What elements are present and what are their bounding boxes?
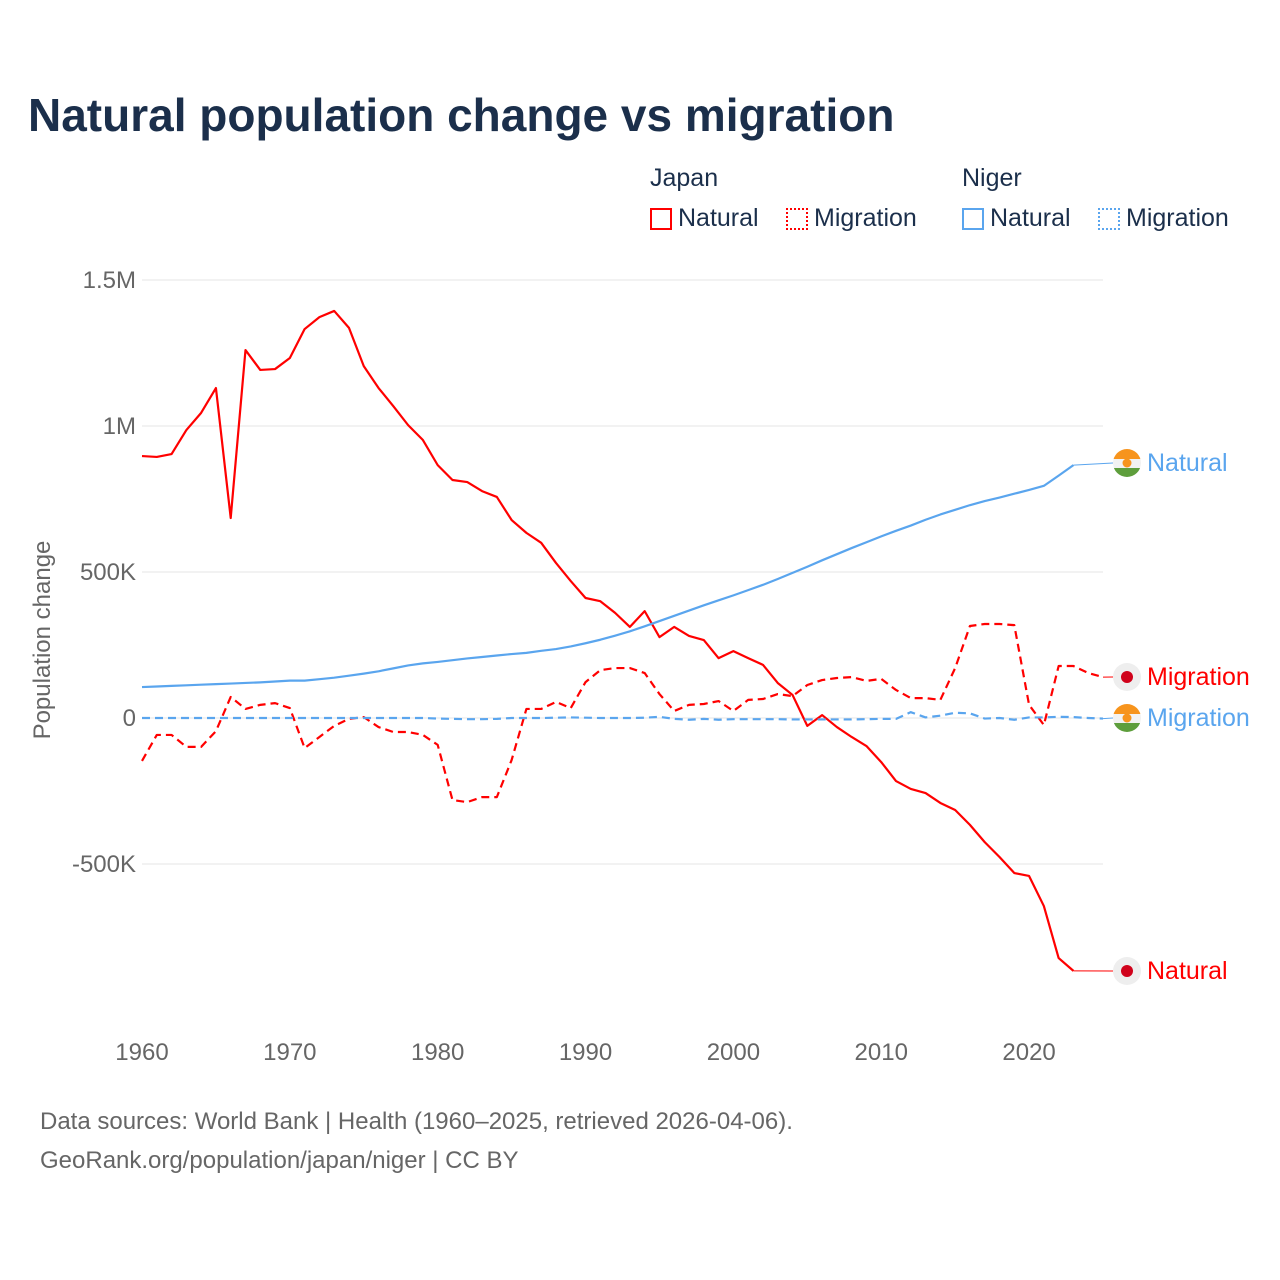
- end-label: Migration: [1147, 704, 1250, 732]
- x-tick-label: 2000: [707, 1039, 760, 1066]
- legend-niger-migration[interactable]: Migration: [1098, 204, 1229, 233]
- x-tick-label: 1980: [411, 1039, 464, 1066]
- series-line-niger-migration: [142, 711, 1104, 721]
- end-label: Natural: [1147, 449, 1228, 477]
- legend-group-japan: Japan: [650, 164, 719, 192]
- series-line-niger-natural: [141, 464, 1075, 689]
- flag-disc: [1121, 671, 1133, 683]
- series-line-japan-natural: [141, 309, 1075, 972]
- y-tick-label: 0: [123, 705, 136, 732]
- legend-japan-migration[interactable]: Migration: [786, 204, 917, 233]
- flag-disc: [1122, 713, 1132, 723]
- niger-flag-icon: [1113, 449, 1141, 477]
- y-tick-label: 1M: [103, 413, 136, 440]
- flag-disc: [1121, 965, 1133, 977]
- solid-swatch-icon: [962, 207, 984, 230]
- japan-flag-icon: [1113, 957, 1141, 985]
- source-link[interactable]: GeoRank.org/population/japan/niger | CC …: [40, 1147, 519, 1174]
- label-connector: [1102, 717, 1114, 720]
- legend-japan-natural[interactable]: Natural: [650, 204, 759, 233]
- dotted-swatch-icon: [1098, 207, 1120, 230]
- niger-flag-icon: [1113, 704, 1141, 732]
- y-tick-label: 500K: [80, 559, 136, 586]
- legend-label: Natural: [678, 204, 759, 232]
- y-tick-label: 1.5M: [83, 267, 136, 294]
- legend-niger-natural[interactable]: Natural: [962, 204, 1071, 233]
- dotted-swatch-icon: [786, 207, 808, 230]
- flag-stripe-green: [1113, 468, 1141, 477]
- end-label: Natural: [1147, 957, 1228, 985]
- label-connector: [1073, 462, 1114, 466]
- flag-disc: [1122, 458, 1132, 468]
- flag-stripe-orange: [1113, 704, 1141, 714]
- y-tick-label: -500K: [72, 851, 136, 878]
- x-tick-label: 2010: [855, 1039, 908, 1066]
- x-tick-label: 1990: [559, 1039, 612, 1066]
- legend-label: Migration: [1126, 204, 1229, 232]
- flag-stripe-green: [1113, 723, 1141, 732]
- legend-label: Migration: [814, 204, 917, 232]
- solid-swatch-icon: [650, 207, 672, 230]
- legend-group-niger: Niger: [962, 164, 1022, 192]
- x-tick-label: 2020: [1002, 1039, 1055, 1066]
- japan-flag-icon: [1113, 663, 1141, 691]
- end-label: Migration: [1147, 663, 1250, 691]
- x-tick-label: 1960: [115, 1039, 168, 1066]
- y-axis-label: Population change: [29, 541, 56, 740]
- series-line-japan-migration: [141, 622, 1104, 804]
- x-tick-label: 1970: [263, 1039, 316, 1066]
- legend-label: Natural: [990, 204, 1071, 232]
- source-line: Data sources: World Bank | Health (1960–…: [40, 1108, 793, 1135]
- flag-stripe-orange: [1113, 449, 1141, 459]
- chart-title: Natural population change vs migration: [28, 89, 895, 141]
